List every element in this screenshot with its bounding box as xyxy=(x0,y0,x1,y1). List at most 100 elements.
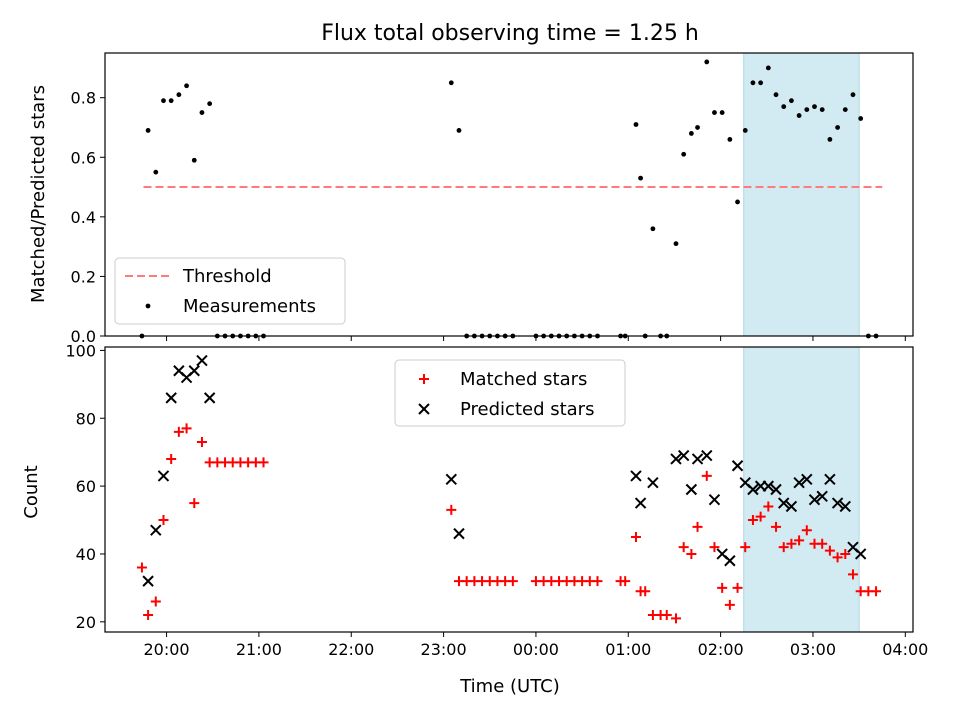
measurement-point xyxy=(650,226,656,232)
matched-point xyxy=(196,437,207,447)
bottom-axes-frame xyxy=(104,346,914,633)
predicted-point xyxy=(634,497,647,509)
x-tick-label: 23:00 xyxy=(421,640,467,659)
measurement-point xyxy=(184,83,189,89)
bottom-y-axis-label: Count xyxy=(21,465,42,518)
y-tick-label: 20 xyxy=(76,613,96,632)
top-axes-frame xyxy=(104,52,914,337)
measurement-point xyxy=(735,199,740,205)
legend-measurements-label: Measurements xyxy=(183,296,316,317)
predicted-point xyxy=(203,392,216,404)
matched-point xyxy=(620,576,631,587)
matched-point xyxy=(181,423,192,434)
legend-matched-label: Matched stars xyxy=(460,369,587,390)
predicted-point xyxy=(731,460,744,472)
predicted-point xyxy=(630,470,642,482)
matched-point xyxy=(686,548,697,559)
matched-point xyxy=(717,582,728,593)
measurement-point xyxy=(796,113,802,118)
matched-point xyxy=(136,562,147,573)
matched-point xyxy=(158,515,169,526)
bottom-legend: Matched stars Predicted stars xyxy=(394,359,626,427)
legend-threshold-label: Threshold xyxy=(182,266,272,287)
measurement-point xyxy=(758,80,764,86)
predicted-point xyxy=(808,493,821,506)
matched-point xyxy=(771,521,782,532)
matched-point xyxy=(258,457,269,468)
measurement-point xyxy=(161,98,166,104)
predicted-point xyxy=(685,483,698,496)
top-y-axis-label: Matched/Predicted stars xyxy=(28,85,49,303)
x-tick-label: 01:00 xyxy=(605,640,651,659)
measurement-point xyxy=(789,98,794,104)
predicted-point xyxy=(785,500,798,513)
predicted-point xyxy=(691,453,704,465)
matched-point xyxy=(778,542,789,553)
measurement-point xyxy=(804,107,810,112)
measurement-point xyxy=(850,92,856,98)
legend-matched-swatch xyxy=(419,374,429,384)
measurement-point xyxy=(750,80,756,86)
predicted-point xyxy=(801,473,813,486)
matched-point xyxy=(755,511,766,522)
predicted-point xyxy=(142,575,154,587)
predicted-point xyxy=(157,470,170,482)
measurement-point xyxy=(827,136,833,142)
predicted-point xyxy=(770,483,782,496)
y-tick-label: 100 xyxy=(65,341,96,360)
matched-point xyxy=(747,515,758,526)
matched-point xyxy=(740,542,751,553)
predicted-point xyxy=(831,497,844,509)
y-tick-label: 0.8 xyxy=(71,89,96,108)
y-tick-label: 0.4 xyxy=(71,208,96,227)
measurement-point xyxy=(704,59,710,65)
measurement-point xyxy=(765,65,771,71)
predicted-point xyxy=(445,473,457,486)
measurement-point xyxy=(673,241,679,247)
measurement-point xyxy=(633,122,639,127)
matched-point xyxy=(732,582,743,593)
measurement-point xyxy=(688,131,694,136)
predicted-point xyxy=(150,524,162,536)
legend-box xyxy=(114,257,346,325)
measurement-point xyxy=(145,128,151,133)
matched-point xyxy=(701,470,712,481)
predicted-point xyxy=(670,453,682,465)
predicted-point xyxy=(453,527,465,540)
x-tick-label: 00:00 xyxy=(513,640,559,659)
matched-point xyxy=(763,501,774,512)
y-tick-label: 0.6 xyxy=(71,148,96,167)
matched-point xyxy=(640,586,651,597)
y-tick-label: 0.2 xyxy=(71,267,96,286)
predicted-point xyxy=(196,354,208,367)
matched-point xyxy=(794,535,805,546)
matched-point xyxy=(840,548,851,559)
measurement-point xyxy=(835,125,840,130)
x-axis-label: Time (UTC) xyxy=(459,676,560,697)
measurement-point xyxy=(695,125,700,130)
measurement-point xyxy=(456,128,462,133)
x-tick-label: 03:00 xyxy=(790,640,836,659)
predicted-point xyxy=(647,477,659,489)
matched-point xyxy=(786,538,797,549)
matched-point xyxy=(692,521,703,532)
predicted-point xyxy=(165,392,177,404)
measurement-point xyxy=(719,110,725,115)
measurement-point xyxy=(727,136,733,142)
measurement-point xyxy=(812,104,817,110)
matched-point xyxy=(150,596,161,607)
matched-point xyxy=(832,552,843,563)
y-tick-label: 60 xyxy=(76,477,96,496)
legend-measurements-swatch xyxy=(145,303,151,309)
matched-point xyxy=(724,599,735,610)
bottom-panel: 20 40 60 80 100 20:00 21:00 22:00 23:00 00:00 01:0… xyxy=(65,341,928,659)
matched-point xyxy=(630,532,641,542)
x-tick-label: 04:00 xyxy=(882,640,928,659)
measurement-point xyxy=(858,116,864,121)
predicted-point xyxy=(762,480,775,492)
matched-point xyxy=(678,542,689,553)
measurement-point xyxy=(842,107,848,112)
matched-point xyxy=(592,576,603,587)
measurement-point xyxy=(448,80,454,86)
